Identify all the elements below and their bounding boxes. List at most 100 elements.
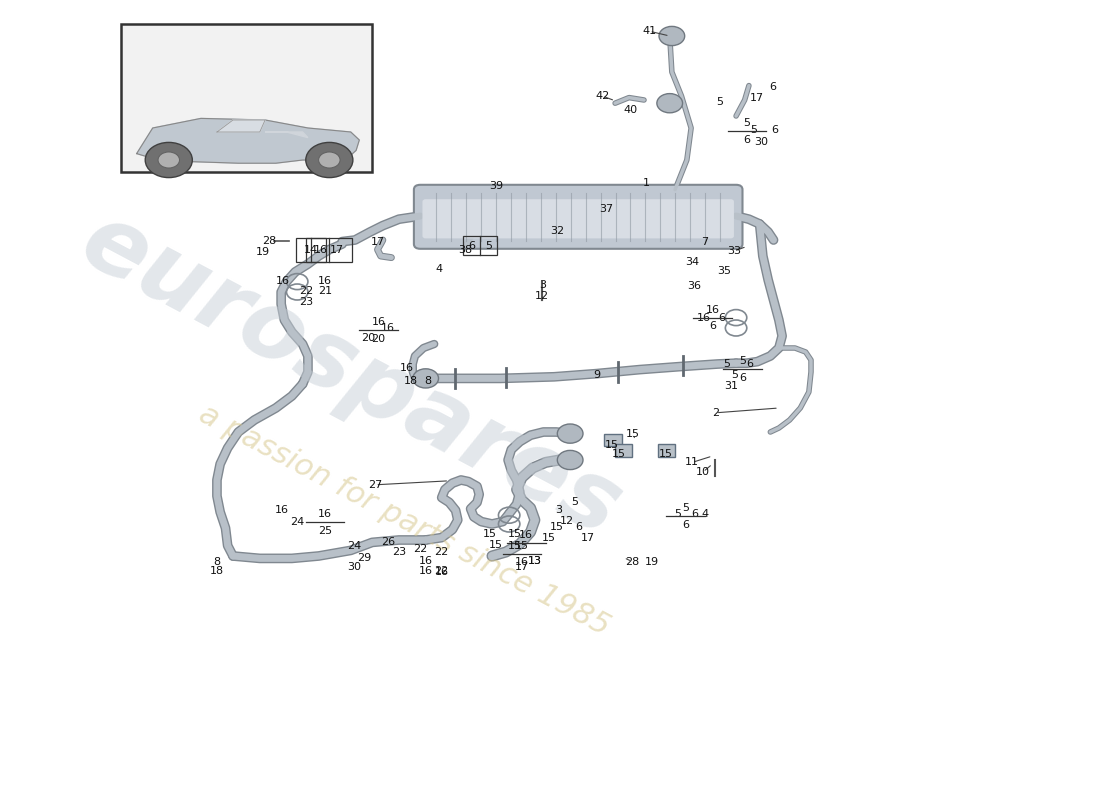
Text: 19: 19 (645, 557, 659, 566)
Text: 33: 33 (727, 246, 741, 256)
Text: 31: 31 (724, 382, 738, 391)
Text: 15: 15 (490, 540, 504, 550)
Text: 19: 19 (256, 247, 270, 257)
FancyBboxPatch shape (414, 185, 742, 249)
Text: 20: 20 (372, 334, 386, 344)
Circle shape (412, 369, 439, 388)
Text: 13: 13 (528, 556, 542, 566)
Text: 23: 23 (392, 547, 406, 557)
Text: 15: 15 (605, 440, 619, 450)
FancyBboxPatch shape (604, 434, 622, 446)
Text: 5: 5 (485, 241, 493, 250)
Text: 16: 16 (419, 556, 432, 566)
Text: 32: 32 (550, 226, 564, 236)
Text: 6: 6 (691, 509, 697, 518)
Text: 6: 6 (771, 126, 778, 135)
Text: 14: 14 (304, 245, 318, 254)
Text: 9: 9 (593, 370, 601, 380)
Text: 15: 15 (483, 530, 497, 539)
Text: 38: 38 (459, 245, 472, 254)
Text: 16: 16 (314, 245, 328, 254)
Text: 15: 15 (612, 450, 625, 459)
Text: 17: 17 (330, 245, 344, 254)
Text: 6: 6 (739, 373, 746, 382)
Text: a passion for parts since 1985: a passion for parts since 1985 (194, 399, 615, 641)
Text: 5: 5 (744, 118, 750, 128)
Polygon shape (136, 118, 360, 163)
Circle shape (158, 152, 179, 168)
Text: 22: 22 (434, 547, 449, 557)
Text: 22: 22 (434, 566, 449, 576)
Text: 5: 5 (571, 497, 578, 506)
Text: 10: 10 (696, 467, 710, 477)
Text: 4: 4 (434, 264, 442, 274)
Text: 24: 24 (346, 542, 361, 551)
Text: 20: 20 (361, 334, 375, 343)
Text: 18: 18 (404, 376, 418, 386)
Text: 4: 4 (702, 509, 708, 518)
Text: 15: 15 (507, 530, 521, 539)
Text: 16: 16 (276, 276, 290, 286)
Text: 16: 16 (519, 530, 534, 540)
Text: 6: 6 (710, 322, 716, 331)
Text: 21: 21 (318, 286, 332, 296)
Text: 30: 30 (346, 562, 361, 572)
Text: 37: 37 (600, 204, 614, 214)
Text: 16: 16 (318, 510, 332, 519)
Circle shape (145, 142, 192, 178)
Text: 16: 16 (419, 566, 432, 576)
Text: 17: 17 (371, 237, 385, 246)
Text: 13: 13 (528, 556, 542, 566)
Text: 2: 2 (712, 408, 719, 418)
Text: 16: 16 (318, 276, 332, 286)
FancyBboxPatch shape (121, 24, 372, 172)
Circle shape (319, 152, 340, 168)
Text: 6: 6 (718, 313, 726, 322)
Text: 16: 16 (434, 567, 449, 577)
Text: 11: 11 (685, 458, 700, 467)
Text: 36: 36 (688, 281, 702, 290)
Circle shape (558, 424, 583, 443)
Circle shape (659, 26, 684, 46)
Text: 26: 26 (381, 538, 395, 547)
Text: 16: 16 (372, 318, 386, 327)
Text: 6: 6 (469, 241, 475, 250)
Text: 16: 16 (705, 305, 719, 314)
Text: 16: 16 (382, 323, 395, 333)
Text: 5: 5 (732, 370, 738, 380)
Text: 23: 23 (299, 297, 312, 306)
Text: 3: 3 (539, 280, 546, 290)
Text: 22: 22 (414, 544, 428, 554)
Text: 5: 5 (682, 503, 690, 513)
Text: 16: 16 (399, 363, 414, 373)
Text: 5: 5 (673, 509, 681, 518)
Text: 39: 39 (490, 181, 504, 190)
Text: 7: 7 (702, 238, 708, 247)
Text: 16: 16 (697, 313, 711, 322)
Text: 5: 5 (723, 359, 730, 369)
Text: 34: 34 (685, 258, 700, 267)
Text: 15: 15 (626, 430, 640, 439)
Text: 6: 6 (682, 520, 690, 530)
Text: 27: 27 (368, 480, 383, 490)
Text: 18: 18 (210, 566, 224, 576)
Text: 25: 25 (318, 526, 332, 536)
Text: 24: 24 (290, 518, 305, 527)
Text: 8: 8 (213, 557, 220, 566)
Text: 16: 16 (515, 558, 529, 567)
Text: 35: 35 (717, 266, 732, 276)
Text: 6: 6 (575, 522, 582, 532)
Polygon shape (265, 132, 308, 138)
Text: 3: 3 (554, 506, 562, 515)
FancyBboxPatch shape (615, 444, 632, 457)
Text: 5: 5 (739, 356, 746, 366)
Text: 17: 17 (749, 94, 763, 103)
Circle shape (657, 94, 683, 113)
Text: 8: 8 (425, 376, 431, 386)
Text: 42: 42 (595, 91, 609, 101)
Text: 12: 12 (536, 291, 549, 301)
Text: 17: 17 (515, 562, 529, 572)
Text: 6: 6 (769, 82, 776, 92)
Text: 15: 15 (515, 541, 529, 550)
Polygon shape (217, 120, 265, 132)
